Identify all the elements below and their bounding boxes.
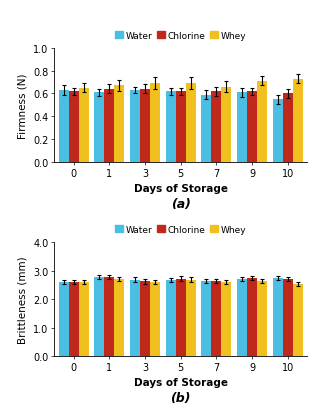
Bar: [114, 279, 124, 356]
Bar: [94, 277, 104, 356]
Bar: [247, 278, 257, 356]
Bar: [130, 280, 140, 356]
Bar: [237, 279, 247, 356]
Bar: [59, 282, 68, 356]
Y-axis label: Firmness (N): Firmness (N): [17, 73, 27, 138]
Bar: [68, 92, 79, 162]
Bar: [150, 282, 160, 356]
Bar: [201, 95, 211, 162]
Bar: [293, 79, 303, 162]
Bar: [94, 93, 104, 162]
Bar: [221, 87, 231, 162]
Bar: [247, 92, 257, 162]
Y-axis label: Brittleness (mm): Brittleness (mm): [17, 256, 27, 343]
Bar: [257, 82, 267, 162]
Bar: [211, 282, 221, 356]
Bar: [273, 279, 283, 356]
Bar: [79, 89, 88, 162]
Bar: [79, 282, 88, 356]
X-axis label: Days of Storage: Days of Storage: [134, 183, 228, 194]
Bar: [59, 91, 68, 162]
Bar: [283, 279, 293, 356]
Bar: [257, 282, 267, 356]
Bar: [186, 280, 196, 356]
Legend: Water, Chlorine, Whey: Water, Chlorine, Whey: [111, 222, 250, 238]
Bar: [140, 282, 150, 356]
Legend: Water, Chlorine, Whey: Water, Chlorine, Whey: [111, 28, 250, 44]
Bar: [166, 92, 176, 162]
Bar: [293, 285, 303, 356]
Bar: [201, 282, 211, 356]
Bar: [186, 84, 196, 162]
Bar: [237, 93, 247, 162]
Bar: [273, 100, 283, 162]
Bar: [176, 279, 186, 356]
Bar: [283, 94, 293, 162]
Bar: [130, 91, 140, 162]
Text: (a): (a): [171, 197, 191, 210]
Bar: [176, 92, 186, 162]
Bar: [140, 90, 150, 162]
Bar: [104, 277, 114, 356]
Bar: [114, 86, 124, 162]
Bar: [221, 282, 231, 356]
Bar: [166, 280, 176, 356]
Bar: [104, 90, 114, 162]
Text: (b): (b): [171, 391, 191, 404]
X-axis label: Days of Storage: Days of Storage: [134, 377, 228, 388]
Bar: [211, 92, 221, 162]
Bar: [150, 84, 160, 162]
Bar: [68, 282, 79, 356]
